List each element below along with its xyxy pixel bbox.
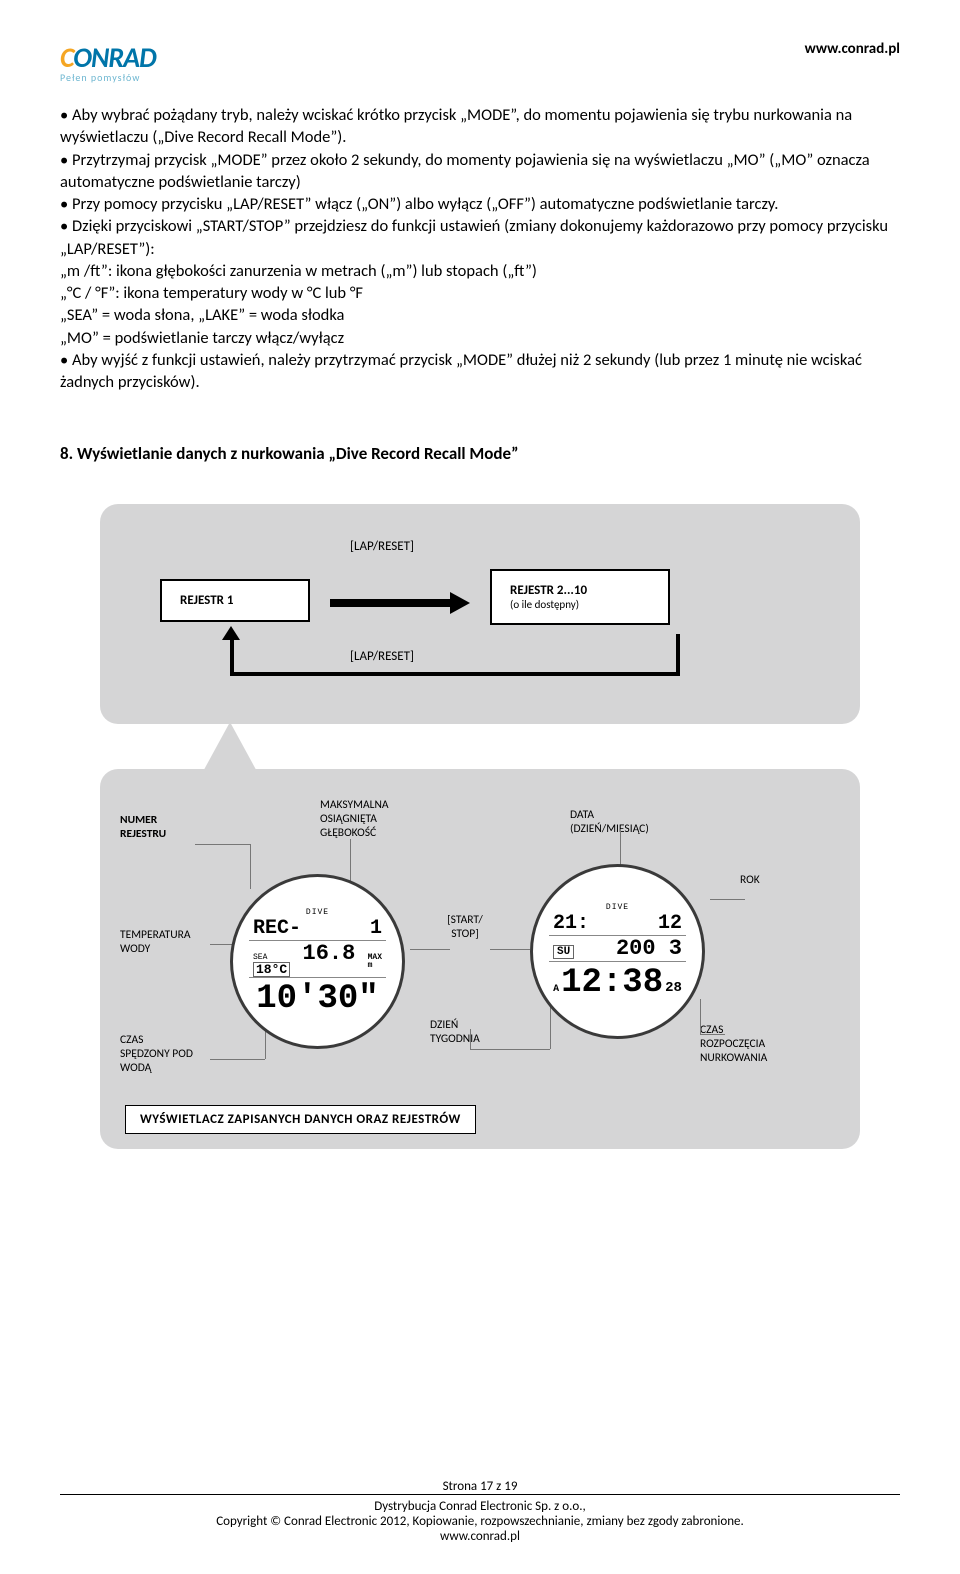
logo-letter-c: C — [60, 40, 73, 75]
conn-line — [470, 1049, 550, 1050]
w1-row1: REC- 1 — [249, 917, 386, 941]
box2-line1: REJESTR 2...10 — [510, 583, 650, 598]
w1-row3: 10'30" — [249, 978, 386, 1016]
footer-dist: Dystrybucja Conrad Electronic Sp. z o.o.… — [60, 1499, 900, 1514]
diagram-bottom-panel: NUMER REJESTRU TEMPERATURA WODY CZAS SPĘ… — [100, 769, 860, 1149]
conn-line — [700, 999, 701, 1034]
box-rejestr-2-10: REJESTR 2...10 (o ile dostępny) — [490, 569, 670, 625]
para-8: „MO” = podświetlanie tarczy włącz/wyłącz — [60, 327, 900, 349]
conn-line — [210, 1059, 265, 1060]
w1-row2: SEA18°C 16.8 MAX m — [249, 941, 386, 978]
page-footer: Strona 17 z 19 Dystrybucja Conrad Electr… — [60, 1479, 900, 1544]
annot-czas-rozpoczecia: CZAS ROZPOCZĘCIA NURKOWANIA — [700, 1024, 820, 1065]
footer-page: Strona 17 z 19 — [60, 1479, 900, 1494]
para-4: • Dzięki przyciskowi „START/STOP” przejd… — [60, 215, 900, 260]
conn-line — [710, 899, 745, 900]
header-url: www.conrad.pl — [805, 40, 900, 58]
logo: CONRAD Pełen pomysłów — [60, 40, 156, 84]
diagram-top-panel: [LAP/RESET] REJESTR 1 REJESTR 2...10 (o … — [100, 504, 860, 724]
conn-line — [700, 1034, 725, 1035]
diagram-caption: WYŚWIETLACZ ZAPISANYCH DANYCH ORAZ REJES… — [125, 1105, 476, 1134]
section-8-title: 8. Wyświetlanie danych z nurkowania „Div… — [60, 443, 900, 464]
footer-divider — [60, 1494, 900, 1495]
annot-max-glebokosc: MAKSYMALNA OSIĄGNIĘTA GŁĘBOKOŚĆ — [320, 799, 430, 840]
label-lap-reset-top: [LAP/RESET] — [350, 539, 414, 554]
annot-data: DATA (DZIEŃ/MIESIĄC) — [570, 809, 700, 837]
w2-row1: 21: 12 — [549, 912, 686, 936]
watch-display-2: DIVE 21: 12 SU 200 3 A 12:38 28 — [530, 864, 705, 1039]
annot-czas-pod-woda: CZAS SPĘDZONY POD WODĄ — [120, 1034, 230, 1075]
watch-display-1: DIVE REC- 1 SEA18°C 16.8 MAX m 10'30" — [230, 874, 405, 1049]
w2-row3: A 12:38 28 — [549, 962, 686, 1000]
return-line — [230, 634, 680, 676]
box-rejestr-1: REJESTR 1 — [160, 579, 310, 622]
conn-line — [490, 949, 530, 950]
return-arrow-icon — [222, 626, 240, 640]
conn-line — [195, 844, 250, 845]
diagram-container: [LAP/RESET] REJESTR 1 REJESTR 2...10 (o … — [100, 504, 860, 1149]
w2-dive: DIVE — [549, 903, 686, 912]
conn-line — [410, 949, 450, 950]
para-9: • Aby wyjść z funkcji ustawień, należy p… — [60, 349, 900, 394]
para-6: „°C / °F”: ikona temperatury wody w °C l… — [60, 282, 900, 304]
para-1: • Aby wybrać pożądany tryb, należy wcisk… — [60, 104, 900, 149]
conn-line — [250, 844, 251, 889]
para-2: • Przytrzymaj przycisk „MODE” przez okoł… — [60, 149, 900, 194]
annot-temperatura: TEMPERATURA WODY — [120, 929, 220, 957]
w1-dive: DIVE — [249, 908, 386, 917]
page-header: CONRAD Pełen pomysłów www.conrad.pl — [60, 40, 900, 84]
conn-line — [470, 1029, 471, 1049]
annot-rok: ROK — [740, 874, 800, 888]
para-7: „SEA” = woda słona, „LAKE” = woda słodka — [60, 304, 900, 326]
footer-copy: Copyright © Conrad Electronic 2012, Kopi… — [60, 1514, 900, 1529]
footer-url: www.conrad.pl — [60, 1529, 900, 1544]
arrow-right-icon — [330, 596, 470, 610]
para-3: • Przy pomocy przycisku „LAP/RESET” włąc… — [60, 193, 900, 215]
annot-start-stop: [START/ STOP] — [430, 914, 500, 942]
para-5: „m /ft”: ikona głębokości zanurzenia w m… — [60, 260, 900, 282]
callout-connector — [200, 722, 260, 777]
logo-text: CONRAD — [60, 40, 156, 75]
annot-numer-rejestru: NUMER REJESTRU — [120, 814, 210, 842]
logo-rest: ONRAD — [73, 40, 155, 75]
conn-line — [350, 839, 351, 884]
body-text: • Aby wybrać pożądany tryb, należy wcisk… — [60, 104, 900, 393]
w2-row2: SU 200 3 — [549, 936, 686, 962]
box2-line2: (o ile dostępny) — [510, 598, 650, 611]
logo-tagline: Pełen pomysłów — [60, 71, 156, 84]
